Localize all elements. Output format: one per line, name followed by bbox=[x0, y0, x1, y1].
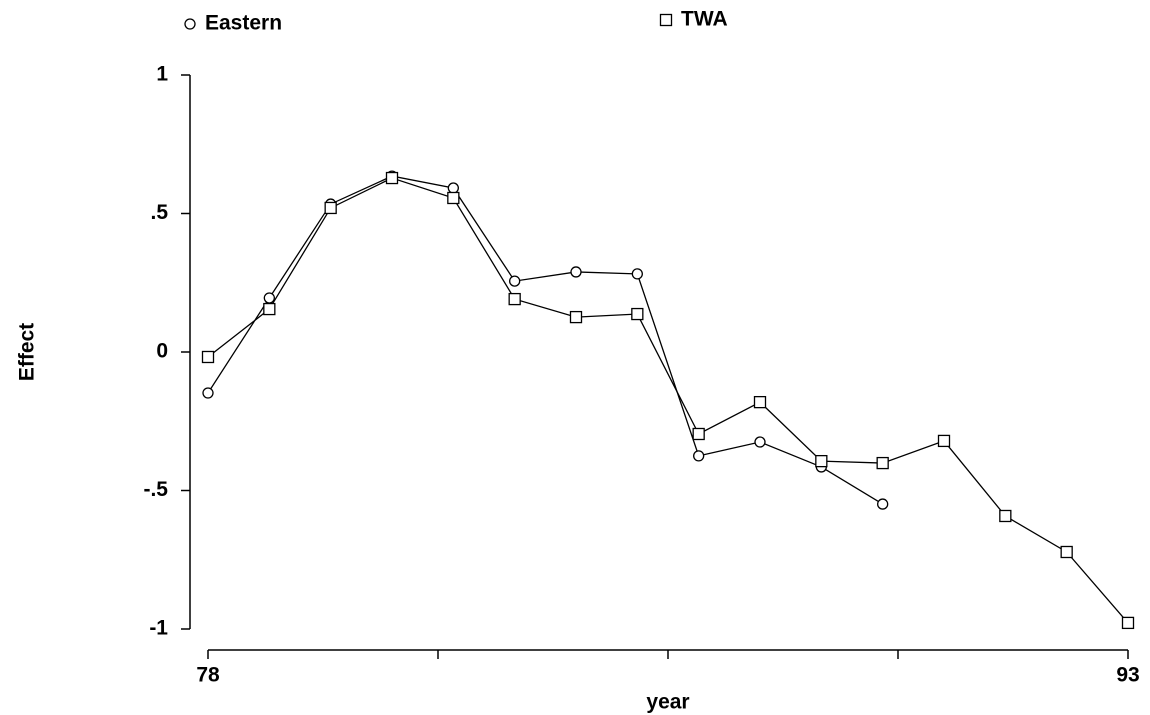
series-line bbox=[207, 177, 1129, 624]
point bbox=[263, 292, 275, 304]
y-tick-label: 1 bbox=[156, 63, 168, 86]
point bbox=[815, 454, 828, 468]
point bbox=[509, 275, 521, 287]
legend-label: Eastern bbox=[205, 12, 282, 35]
point bbox=[876, 456, 889, 470]
x-tick-label: 78 bbox=[196, 664, 220, 687]
x-tick-label: 93 bbox=[1116, 664, 1139, 687]
point bbox=[1060, 545, 1073, 559]
point bbox=[385, 171, 399, 185]
point bbox=[754, 436, 766, 448]
point bbox=[508, 292, 521, 306]
legend-marker bbox=[659, 13, 673, 27]
point bbox=[753, 395, 767, 409]
point bbox=[324, 201, 337, 215]
y-tick-label: -.5 bbox=[143, 478, 168, 501]
point bbox=[570, 266, 582, 278]
point bbox=[1121, 616, 1135, 630]
y-tick-label: .5 bbox=[150, 201, 168, 224]
point bbox=[999, 509, 1012, 523]
point bbox=[569, 310, 583, 324]
x-axis-title: year bbox=[646, 691, 689, 714]
point bbox=[202, 387, 214, 399]
point bbox=[693, 450, 705, 462]
point bbox=[201, 350, 215, 364]
series-line bbox=[207, 175, 884, 505]
legend-label: TWA bbox=[681, 8, 728, 31]
point bbox=[877, 498, 889, 510]
point bbox=[631, 268, 643, 280]
point bbox=[263, 302, 276, 316]
point bbox=[447, 182, 459, 194]
point bbox=[937, 434, 951, 448]
legend-marker bbox=[184, 18, 196, 30]
point bbox=[631, 307, 644, 321]
y-tick-label: -1 bbox=[149, 617, 168, 640]
point bbox=[692, 427, 705, 441]
point bbox=[447, 191, 460, 205]
y-tick-label: 0 bbox=[156, 340, 168, 363]
y-axis-title: Effect bbox=[16, 323, 39, 381]
